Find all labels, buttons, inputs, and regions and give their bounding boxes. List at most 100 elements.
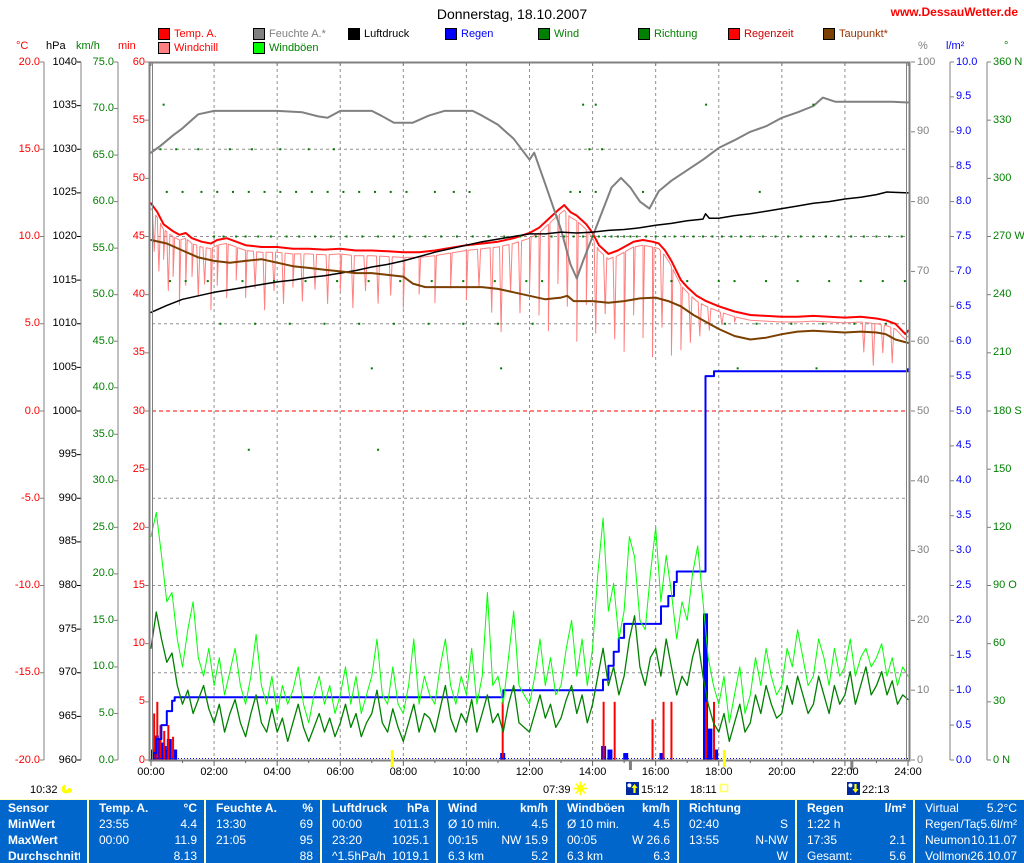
stats-col-richtung: Richtung 02:40 S 13:55 N-NW W (679, 800, 797, 863)
time-label: 20:00 (768, 766, 796, 778)
axis-tick-label-lm2: 6.5 (956, 299, 972, 312)
axis-tick-label-kmh: 5.0 (98, 706, 114, 719)
legend-item-gusts: Windböen (253, 42, 319, 54)
cell-value: 1025.1 (392, 833, 429, 847)
axis-tick-label-min: 55 (132, 113, 145, 126)
axis-tick-label-pct: 40 (917, 474, 930, 487)
cell-label: Gesamt: (807, 849, 853, 863)
axis-tick-label-min: 45 (132, 230, 145, 242)
axis-tick-label-tempC: 20.0 (18, 55, 40, 68)
time-label: 24:00 (894, 766, 922, 778)
page-title: Donnerstag, 18.10.2007 (436, 6, 588, 22)
axis-tick-label-deg: 120 (993, 520, 1012, 533)
grid-layer (152, 63, 907, 759)
axis-tick-label-hPa: 970 (58, 666, 77, 679)
legend-swatch-rain (445, 28, 457, 40)
axis-tick-label-deg: 30 (993, 695, 1006, 708)
cell-value: 11.9 (174, 833, 197, 847)
axis-tick-label-deg: 360 N (993, 55, 1023, 68)
axis-tick-label-pct: 30 (917, 544, 930, 557)
cell-label: 6.3 km (448, 849, 485, 863)
cell-value: 4.5 (531, 817, 548, 831)
axis-unit-lm2: l/m² (946, 40, 965, 52)
stats-col-info: Virtual Temp5.2°CRegen/Tag5.6l/m²Neumond… (915, 800, 1024, 863)
axis-tick-label-kmh: 25.0 (92, 520, 114, 533)
axis-tick-label-pct: 50 (917, 404, 930, 417)
marker-moonrise-1512: 15:12 (624, 781, 669, 797)
axis-tick-label-hPa: 1015 (52, 273, 77, 286)
legend-item-raintime: Regenzeit (728, 28, 794, 40)
cell-label: Ø 10 min. (567, 817, 620, 831)
sun-square-icon (719, 783, 729, 796)
series-taupunkt- (150, 239, 909, 344)
axis-tick-label-min: 50 (132, 171, 145, 184)
table-row: W (679, 848, 795, 863)
cell-label: 00:05 (567, 833, 598, 847)
event-tick-moon (628, 760, 632, 770)
axis-tick-label-hPa: 990 (58, 491, 77, 504)
legend-swatch-windchill (158, 42, 170, 54)
series-luftdruck (150, 191, 909, 314)
time-label: 04:00 (263, 766, 291, 778)
stats-col-wind: Wind km/h Ø 10 min. 4.5 00:15 NW 15.9 6.3 km 5.… (438, 800, 557, 863)
legend-swatch-direction (638, 28, 650, 40)
axis-tick-label-tempC: 15.0 (18, 142, 40, 155)
plot-frame (148, 61, 911, 770)
axis-tick-label-min: 10 (132, 637, 145, 650)
table-row: 13:55 N-NW (679, 832, 795, 848)
table-row: 00:15 NW 15.9 (438, 832, 555, 848)
axis-tick-label-min: 0 (138, 753, 145, 766)
time-label: 22:00 (831, 766, 859, 778)
cell-value: km/h (519, 801, 548, 815)
table-row: 00:05 W 26.6 (557, 832, 677, 848)
axis-tick-label-min: 15 (132, 579, 145, 591)
series-regen (150, 368, 909, 761)
site-link[interactable]: www.DessauWetter.de (890, 5, 1018, 19)
cell-value: l/m² (884, 801, 906, 815)
axis-unit-pct: % (918, 40, 928, 52)
cell-label: Feuchte A. (216, 801, 277, 815)
cell-label: 23:20 (332, 833, 363, 847)
legend-swatch-gusts (253, 42, 265, 54)
cell-label: Temp. A. (99, 801, 149, 815)
axis-tick-label-pct: 20 (917, 613, 930, 626)
cell-value: 8.13 (173, 849, 197, 863)
axis-tick-label-hPa: 1020 (52, 230, 77, 242)
legend-label: Regenzeit (744, 28, 794, 40)
table-row: Temp. A. °C (89, 800, 204, 816)
table-row: MinWert (0, 816, 87, 832)
axis-tick-label-kmh: 30.0 (92, 474, 114, 487)
axis-tick-label-kmh: 40.0 (92, 381, 114, 394)
table-row: Regen/Tag 5.6l/m² (915, 816, 1024, 832)
axis-tick-label-lm2: 8.5 (956, 160, 972, 173)
axis-tick-label-min: 30 (132, 404, 145, 417)
axis-tick-label-tempC: 5.0 (24, 317, 40, 330)
legend-item-temp: Temp. A. (158, 28, 217, 40)
cell-value: 10.11.07 (971, 833, 1017, 847)
axis-tick-label-hPa: 1010 (52, 317, 77, 330)
axis-tick-label-pct: 90 (917, 125, 930, 138)
axis-tick-label-kmh: 0.0 (98, 753, 114, 766)
moon-icon (60, 781, 74, 798)
table-row: 23:55 4.4 (89, 816, 204, 832)
axis-tick-label-hPa: 1005 (52, 360, 77, 373)
axis-tick-label-lm2: 2.5 (956, 579, 972, 591)
cell-value: S (779, 817, 788, 831)
table-row: 02:40 S (679, 816, 795, 832)
axis-tick-label-min: 60 (132, 55, 145, 68)
axis-tick-label-kmh: 50.0 (92, 288, 114, 301)
cell-value: hPa (406, 801, 429, 815)
axis-tick-label-hPa: 1035 (52, 99, 77, 112)
marker-time: 18:11 (690, 783, 717, 796)
axis-tick-label-kmh: 20.0 (92, 567, 114, 580)
time-label: 18:00 (704, 766, 733, 778)
axis-tick-label-tempC: 10.0 (18, 230, 40, 242)
stats-col-feuchte-a-: Feuchte A.% 13:30 69 21:05 95 88 (206, 800, 322, 863)
marker-time: 22:13 (862, 783, 890, 796)
cell-value: 4.5 (653, 817, 670, 831)
legend-swatch-raintime (728, 28, 740, 40)
cell-label: Virtual Temp (925, 801, 959, 815)
table-row: Ø 10 min. 4.5 (438, 816, 555, 832)
marker-sunrise-0739: 07:39 (543, 781, 590, 797)
